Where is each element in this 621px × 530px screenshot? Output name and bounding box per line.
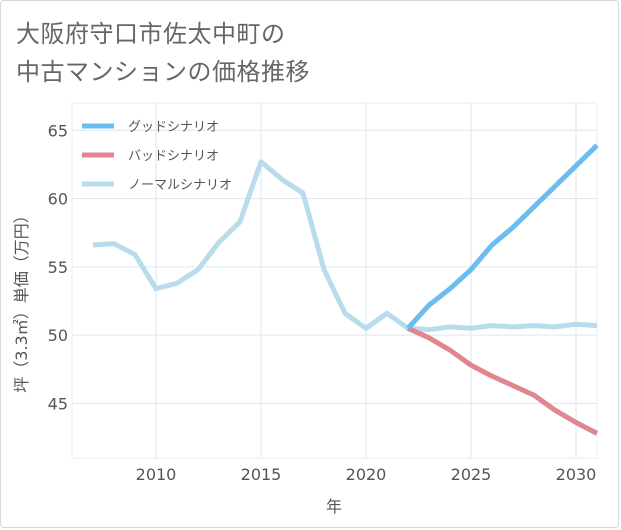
x-tick-label: 2010	[136, 465, 177, 484]
legend-label: グッドシナリオ	[128, 120, 219, 135]
x-axis-label: 年	[326, 497, 342, 516]
x-tick-label: 2025	[451, 465, 492, 484]
plot-area	[71, 102, 598, 459]
x-tick-label: 2020	[346, 465, 387, 484]
y-tick-label: 65	[48, 121, 68, 140]
legend-label: ノーマルシナリオ	[128, 178, 232, 193]
y-tick-label: 50	[48, 326, 68, 345]
series-line-1	[406, 143, 599, 330]
y-tick-label: 55	[48, 258, 68, 277]
y-tick-label: 60	[48, 190, 68, 209]
series-line-2	[406, 326, 599, 436]
x-tick-label: 2015	[241, 465, 282, 484]
series-line-3	[92, 159, 598, 333]
x-tick-label: 2030	[556, 465, 597, 484]
legend-label: バッドシナリオ	[128, 149, 219, 164]
chart-title-line2: 中古マンションの価格推移	[16, 58, 310, 86]
y-tick-label: 45	[48, 394, 68, 413]
chart-title-line1: 大阪府守口市佐太中町の	[16, 20, 286, 48]
y-axis-label: 坪（3.3㎡）単価（万円）	[12, 207, 31, 392]
